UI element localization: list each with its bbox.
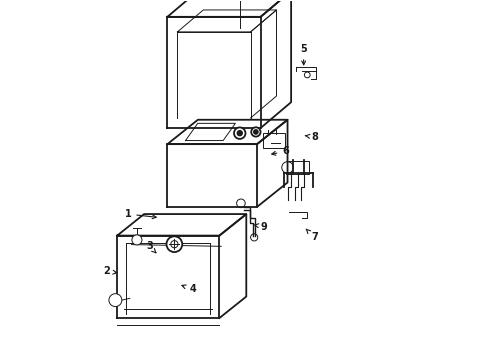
FancyBboxPatch shape	[263, 133, 285, 148]
Text: 6: 6	[271, 146, 288, 156]
Text: 9: 9	[254, 222, 267, 231]
Circle shape	[237, 131, 242, 136]
Circle shape	[234, 127, 245, 139]
Text: 2: 2	[103, 266, 117, 276]
Circle shape	[170, 240, 178, 248]
Circle shape	[253, 130, 258, 134]
Circle shape	[251, 127, 260, 136]
Circle shape	[304, 72, 309, 78]
Text: 8: 8	[305, 132, 317, 142]
Circle shape	[281, 162, 293, 173]
Circle shape	[166, 236, 182, 252]
Text: 4: 4	[182, 284, 196, 294]
FancyBboxPatch shape	[286, 161, 309, 174]
Text: 1: 1	[124, 209, 156, 219]
Text: 3: 3	[146, 241, 156, 253]
Circle shape	[250, 234, 257, 241]
Circle shape	[109, 294, 122, 307]
Circle shape	[132, 235, 142, 245]
Text: 5: 5	[300, 44, 306, 65]
Circle shape	[236, 199, 244, 208]
Text: 7: 7	[305, 229, 317, 242]
